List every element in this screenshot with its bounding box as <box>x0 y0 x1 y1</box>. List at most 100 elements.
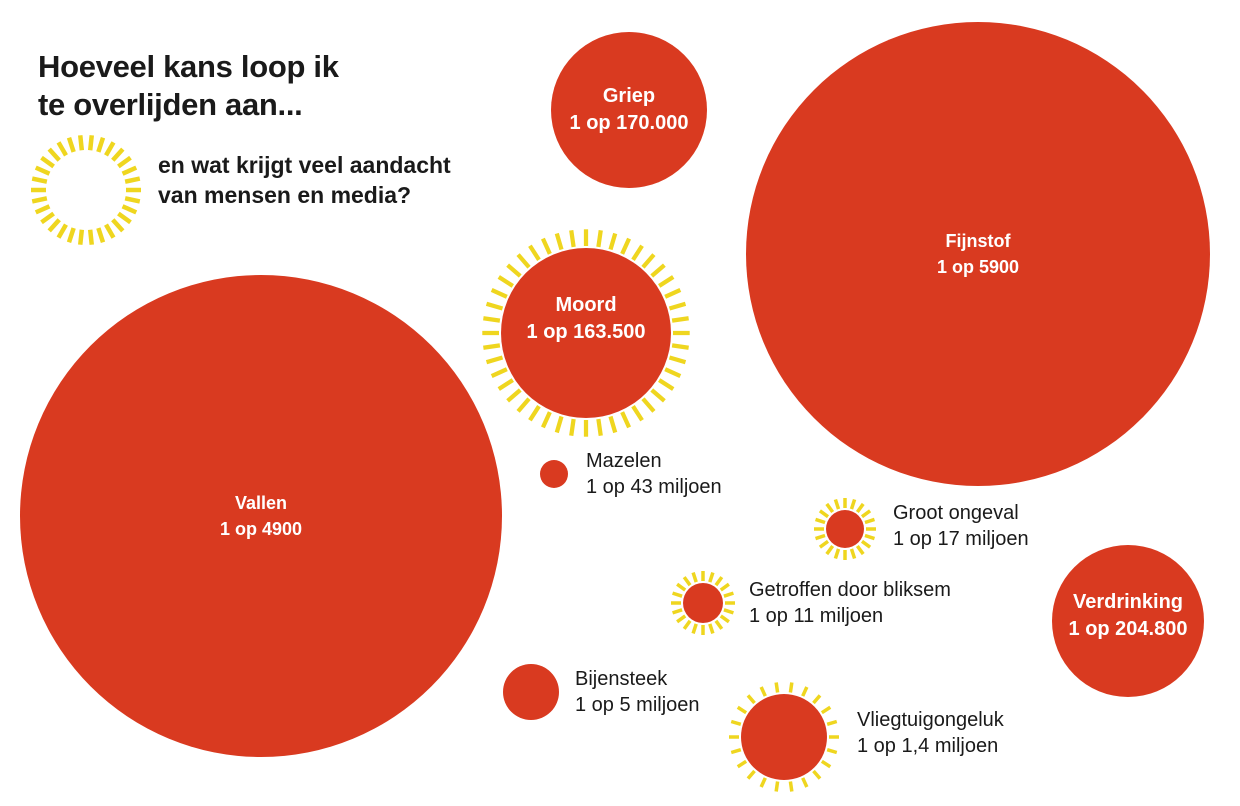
bubble-odds: 1 op 4900 <box>219 519 303 539</box>
bubble-verdrinking <box>1052 545 1204 697</box>
ring-ray <box>708 572 715 583</box>
bubble-getroffen-door-bliksem <box>683 583 723 623</box>
ring-ray <box>31 176 48 184</box>
bubble-odds: 1 op 1,4 miljoen <box>857 735 999 757</box>
ring-ray <box>66 136 76 153</box>
ring-ray <box>730 747 742 755</box>
ring-ray <box>664 367 682 379</box>
ring-ray <box>860 509 872 519</box>
bubble-label-bijensteek: Bijensteek 1 op 5 miljoen <box>575 666 700 718</box>
ring-ray <box>714 576 724 587</box>
attention-ring-groot-ongeval <box>814 498 876 560</box>
bubble-label-vliegtuig: Vliegtuigongeluk 1 op 1,4 miljoen <box>857 707 1004 759</box>
ring-ray <box>78 229 85 245</box>
ring-ray <box>759 777 767 788</box>
ring-ray <box>596 230 603 248</box>
bubble-odds: 1 op 5900 <box>936 257 1020 277</box>
ring-ray <box>774 682 780 693</box>
ring-ray <box>814 517 826 525</box>
ring-ray <box>78 135 85 151</box>
bubble-name: Vliegtuigongeluk <box>857 709 1004 731</box>
ring-ray <box>596 418 603 436</box>
ring-ray <box>87 135 94 151</box>
ring-ray <box>620 411 632 429</box>
bubbles <box>20 22 1210 792</box>
bubble-label-vallen: Vallen 1 op 4900 <box>220 490 302 542</box>
bubble-griep <box>551 32 707 188</box>
bubble-name: Groot ongeval <box>893 502 1019 524</box>
ring-ray <box>855 502 865 514</box>
ring-ray <box>671 316 689 323</box>
ring-ray <box>483 343 501 350</box>
ring-ray <box>855 544 865 556</box>
bubble-label-groot-ongeval: Groot ongeval 1 op 17 miljoen <box>893 500 1029 552</box>
ring-ray <box>818 509 830 519</box>
attention-ring-vliegtuigongeluk <box>729 682 839 792</box>
ring-ray <box>497 378 514 391</box>
bubble-vallen <box>20 275 502 757</box>
ring-ray <box>506 263 522 278</box>
ring-ray <box>668 355 687 365</box>
ring-ray <box>650 388 666 403</box>
bubble-name: Bijensteek <box>575 668 668 690</box>
bubble-label-bliksem: Getroffen door bliksem 1 op 11 miljoen <box>749 577 951 629</box>
ring-ray <box>485 355 504 365</box>
ring-ray <box>849 498 857 510</box>
ring-ray <box>483 316 501 323</box>
ring-ray <box>759 686 767 697</box>
ring-ray <box>736 759 748 769</box>
ring-ray <box>569 418 576 436</box>
bubble-odds: 1 op 11 miljoen <box>749 605 884 627</box>
ring-ray <box>650 263 666 278</box>
legend-text: en wat krijgt veel aandacht van mensen e… <box>158 150 451 210</box>
bubble-name: Fijnstof <box>945 231 1011 251</box>
ring-ray <box>736 705 748 715</box>
ring-ray <box>825 544 835 556</box>
ring-ray <box>672 608 683 615</box>
ring-ray <box>631 405 644 422</box>
ring-ray <box>96 136 106 153</box>
bubble-name: Getroffen door bliksem <box>749 579 951 601</box>
ring-ray <box>672 591 683 598</box>
ring-ray <box>490 287 508 299</box>
ring-ray <box>47 147 61 162</box>
bubble-vliegtuigongeluk <box>741 694 827 780</box>
ring-ray <box>676 582 687 592</box>
ring-ray <box>849 548 857 560</box>
ring-ray <box>814 533 826 541</box>
ring-ray <box>714 619 724 630</box>
ring-ray <box>864 517 876 525</box>
bubble-label-moord: Moord 1 op 163.500 <box>527 292 646 346</box>
ring-ray <box>801 777 809 788</box>
ring-ray <box>554 415 564 434</box>
ring-ray <box>641 397 656 413</box>
bubble-odds: 1 op 163.500 <box>526 321 646 343</box>
bubble-label-mazelen: Mazelen 1 op 43 miljoen <box>586 448 722 500</box>
ring-ray <box>111 147 125 162</box>
bubble-label-griep: Griep 1 op 170.000 <box>570 83 689 137</box>
ring-ray <box>825 502 835 514</box>
ring-ray <box>66 227 76 244</box>
ring-ray <box>826 719 838 727</box>
bubble-odds: 1 op 204.800 <box>1068 618 1188 640</box>
ring-ray <box>124 196 141 204</box>
bubble-mazelen <box>540 460 568 488</box>
ring-ray <box>671 343 689 350</box>
ring-ray <box>812 769 822 780</box>
ring-ray <box>31 196 48 204</box>
ring-ray <box>96 227 106 244</box>
ring-ray <box>682 576 692 587</box>
ring-ray <box>485 301 504 311</box>
ring-ray <box>497 275 514 288</box>
ring-ray <box>117 155 132 169</box>
ring-ray <box>516 397 531 413</box>
legend-line-2: van mensen en media? <box>158 182 412 208</box>
title-line-1: Hoeveel kans loop ik <box>38 49 339 84</box>
ring-ray <box>121 165 138 176</box>
ring-ray <box>620 237 632 255</box>
bubble-fijnstof <box>746 22 1210 486</box>
ring-ray <box>658 275 675 288</box>
ring-ray <box>818 539 830 549</box>
bubble-name: Moord <box>555 294 617 316</box>
ring-ray <box>34 165 51 176</box>
